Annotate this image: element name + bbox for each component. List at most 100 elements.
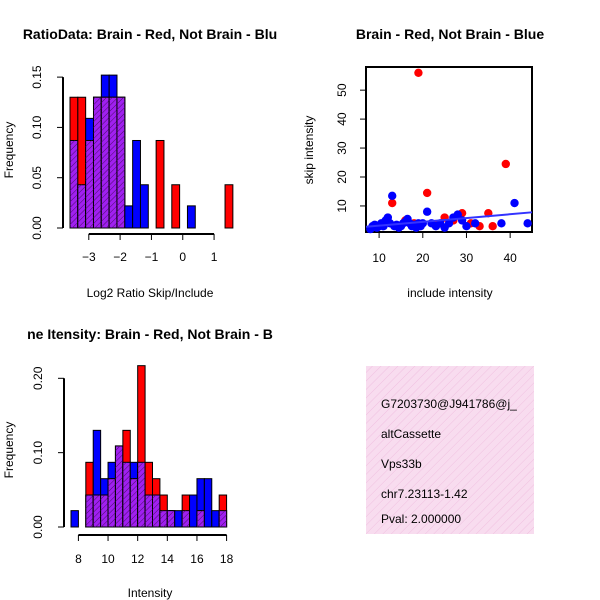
- bar-overlap-hatch: [152, 495, 160, 527]
- y-tick-label: 50: [335, 83, 349, 97]
- bar-overlap-hatch: [85, 140, 94, 228]
- x-tick-label: 14: [161, 552, 175, 566]
- point-not-brain: [422, 207, 432, 216]
- x-tick-label: 0: [179, 250, 186, 264]
- bar-not-brain: [189, 494, 198, 528]
- bar-overlap-hatch: [70, 140, 78, 228]
- scatter-plot-box: [365, 66, 533, 233]
- bar-brain: [171, 184, 181, 229]
- info-event-id: G7203730@J941786@j_: [381, 397, 517, 411]
- scatter-axes: 10 20 30 40 10 20 30 40 50: [335, 83, 517, 265]
- scatter-points: [365, 68, 533, 234]
- bar-overlap-hatch: [109, 97, 117, 228]
- point-brain: [414, 68, 423, 77]
- x-tick-label: 10: [372, 251, 386, 265]
- bar-overlap-hatch: [159, 510, 168, 527]
- intensity-scatter: Brain - Red, Not Brain - Blue 10 20 30 4010…: [302, 26, 544, 300]
- info-location: chr7.23113-1.42: [381, 487, 468, 501]
- x-tick-label: −1: [145, 250, 159, 264]
- y-tick-label: 0.00: [30, 216, 44, 240]
- y-tick-label: 20: [335, 170, 349, 184]
- y-tick-label: 0.15: [30, 65, 44, 89]
- y-tick-label: 0.20: [31, 366, 45, 390]
- info-panel-background: [366, 366, 534, 534]
- x-tick-label: 18: [220, 552, 234, 566]
- scatter-title: Brain - Red, Not Brain - Blue: [356, 26, 544, 42]
- intensity-histogram: ne Itensity: Brain - Red, Not Brain - B …: [2, 326, 273, 600]
- bar-overlap-hatch: [108, 478, 116, 527]
- bar-overlap-hatch: [93, 97, 102, 228]
- ratio-histogram: RatioData: Brain - Red, Not Brain - Blu …: [2, 26, 277, 300]
- y-tick-label: 10: [335, 199, 349, 213]
- bar-overlap-hatch: [115, 445, 123, 527]
- bar-overlap-hatch: [182, 510, 190, 527]
- bar-overlap-hatch: [219, 510, 227, 527]
- point-not-brain: [497, 219, 506, 228]
- bar-not-brain: [132, 139, 141, 229]
- info-pval: Pval: 2.000000: [381, 512, 461, 526]
- info-gene-name: Vps33b: [381, 457, 422, 471]
- ratio-histogram-xlabel: Log2 Ratio Skip/Include: [87, 286, 214, 300]
- point-not-brain: [510, 198, 519, 208]
- point-not-brain: [444, 219, 454, 228]
- ratio-histogram-title: RatioData: Brain - Red, Not Brain - Blu: [23, 26, 277, 42]
- scatter-xlabel: include intensity: [407, 286, 492, 300]
- bar-overlap-hatch: [100, 495, 109, 527]
- y-tick-label: 40: [335, 112, 349, 126]
- bar-overlap-hatch: [145, 495, 153, 527]
- trend-line: [365, 211, 533, 228]
- scatter-ylabel: skip intensity: [302, 116, 316, 185]
- point-brain: [422, 188, 432, 198]
- x-tick-label: 20: [416, 251, 430, 265]
- point-not-brain: [471, 219, 480, 228]
- intensity-histogram-axes: 8 10 12 14 16 18 0.00 0.10 0.20: [31, 366, 234, 566]
- bar-overlap-hatch: [85, 495, 94, 527]
- bar-overlap-hatch: [167, 510, 175, 527]
- y-tick-label: 0.00: [31, 515, 45, 539]
- bar-not-brain: [124, 205, 134, 229]
- y-tick-label: 30: [335, 141, 349, 155]
- point-brain: [388, 198, 397, 208]
- ratio-histogram-bars: [69, 74, 234, 229]
- bar-overlap-hatch: [116, 97, 125, 228]
- bar-not-brain: [186, 205, 196, 229]
- x-tick-label: 40: [503, 251, 517, 265]
- bar-not-brain: [203, 478, 213, 528]
- y-tick-label: 0.10: [31, 441, 45, 465]
- y-tick-label: 0.05: [30, 166, 44, 190]
- bar-overlap-hatch: [122, 462, 131, 527]
- x-tick-label: 8: [75, 552, 82, 566]
- info-event-type: altCassette: [381, 427, 441, 441]
- bar-overlap-hatch: [130, 478, 138, 527]
- bar-brain: [155, 139, 165, 229]
- ratio-histogram-ylabel: Frequency: [2, 122, 16, 179]
- point-brain: [488, 222, 497, 231]
- point-not-brain: [388, 191, 397, 201]
- intensity-histogram-title: ne Itensity: Brain - Red, Not Brain - B: [27, 326, 273, 342]
- intensity-histogram-xlabel: Intensity: [128, 586, 173, 600]
- bar-brain: [224, 184, 234, 229]
- bar-overlap-hatch: [137, 462, 146, 527]
- bar-overlap-hatch: [196, 510, 205, 527]
- x-tick-label: 1: [211, 250, 218, 264]
- x-tick-label: 16: [190, 552, 204, 566]
- bar-not-brain: [211, 510, 220, 528]
- x-tick-label: 10: [101, 552, 115, 566]
- point-not-brain: [418, 219, 427, 228]
- x-tick-label: 12: [131, 552, 145, 566]
- point-not-brain: [523, 219, 532, 228]
- x-tick-label: −2: [113, 250, 127, 264]
- point-not-brain: [453, 210, 462, 219]
- point-brain: [501, 159, 510, 169]
- bar-overlap-hatch: [77, 184, 86, 228]
- bar-not-brain: [70, 510, 79, 528]
- intensity-histogram-bars: [70, 365, 228, 528]
- bar-overlap-hatch: [101, 97, 110, 228]
- bar-not-brain: [174, 510, 183, 528]
- bar-overlap-hatch: [93, 495, 101, 527]
- intensity-histogram-ylabel: Frequency: [2, 422, 16, 479]
- x-tick-label: 30: [460, 251, 474, 265]
- bar-not-brain: [139, 184, 149, 229]
- info-panel: G7203730@J941786@j_ altCassette Vps33b c…: [366, 366, 534, 534]
